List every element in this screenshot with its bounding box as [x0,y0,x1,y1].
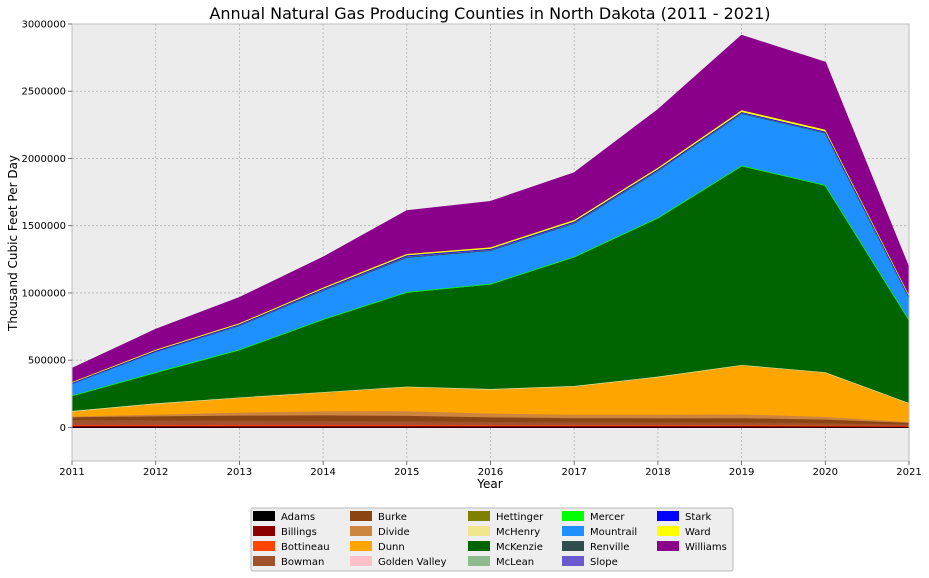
y-tick-label: 500000 [28,356,66,367]
legend-label-slope: Slope [590,557,618,568]
legend-swatch-dunn [350,541,372,551]
legend-swatch-mountrail [562,526,584,536]
legend-label-stark: Stark [685,512,712,523]
legend-swatch-mercer [562,511,584,521]
legend-label-dunn: Dunn [378,542,405,553]
y-tick-label: 1000000 [21,288,66,299]
area-divide [72,411,909,423]
line-williams [71,34,910,370]
y-tick-label: 2000000 [21,154,66,165]
legend-swatch-mclean [468,556,490,566]
x-tick-label: 2021 [896,467,921,478]
legend-label-ward: Ward [685,527,711,538]
legend-label-mclean: McLean [496,557,534,568]
stacked-areas [71,34,910,429]
legend-swatch-stark [657,511,679,521]
x-tick-label: 2013 [227,467,252,478]
y-tick-label: 0 [60,423,66,434]
x-tick-label: 2011 [59,467,84,478]
area-mountrail [72,113,909,396]
area-bowman [72,420,909,426]
legend-swatch-mckenzie [468,541,490,551]
legend-label-hettinger: Hettinger [496,512,544,523]
legend-label-mckenzie: McKenzie [496,542,543,553]
y-tick-label: 3000000 [21,20,66,31]
legend-label-bottineau: Bottineau [281,542,330,553]
x-tick-label: 2020 [813,467,838,478]
legend-swatch-ward [657,526,679,536]
legend-swatch-bowman [253,556,275,566]
legend-swatch-burke [350,511,372,521]
legend-label-burke: Burke [378,512,407,523]
y-axis-ticks: 0 500000 1000000 1500000 2000000 2500000 30000… [21,20,72,434]
legend-swatch-divide [350,526,372,536]
x-tick-label: 2012 [143,467,168,478]
x-axis-ticks: 2011 2012 2013 2014 2015 2016 2017 2018 2019 2020… [59,461,922,478]
legend-label-mchenry: McHenry [496,527,540,538]
legend-swatch-slope [562,556,584,566]
legend-label-williams: Williams [685,542,727,553]
x-tick-label: 2019 [729,467,754,478]
area-burke [72,415,909,425]
legend-swatch-williams [657,541,679,551]
x-tick-label: 2016 [478,467,503,478]
x-tick-label: 2015 [394,467,419,478]
legend-items: Adams Billings Bottineau Bowman Burke Divide D… [253,511,727,568]
x-tick-label: 2018 [645,467,670,478]
legend-label-renville: Renville [590,542,629,553]
legend-label-billings: Billings [281,527,317,538]
legend-label-adams: Adams [281,512,315,523]
chart-title: Annual Natural Gas Producing Counties in… [209,4,770,23]
legend-frame [250,507,734,572]
legend-label-mountrail: Mountrail [590,527,637,538]
legend-label-bowman: Bowman [281,557,324,568]
x-tick-label: 2017 [561,467,586,478]
legend-swatch-adams [253,511,275,521]
legend-swatch-billings [253,526,275,536]
legend-swatch-mchenry [468,526,490,536]
legend-swatch-hettinger [468,511,490,521]
area-dunn [72,365,909,423]
area-mckenzie [72,165,909,412]
x-axis-label: Year [476,477,502,491]
legend-label-mercer: Mercer [590,512,625,523]
legend-swatch-renville [562,541,584,551]
legend-swatch-golden-valley [350,556,372,566]
area-williams [72,35,909,383]
legend-label-golden-valley: Golden Valley [378,557,447,568]
y-tick-label: 1500000 [21,221,66,232]
x-tick-label: 2014 [310,467,335,478]
legend: Adams Billings Bottineau Bowman Burke Divide D… [250,507,734,572]
legend-swatch-bottineau [253,541,275,551]
y-axis-label: Thousand Cubic Feet Per Day [6,155,20,332]
y-tick-label: 2500000 [21,87,66,98]
legend-label-divide: Divide [378,527,410,538]
